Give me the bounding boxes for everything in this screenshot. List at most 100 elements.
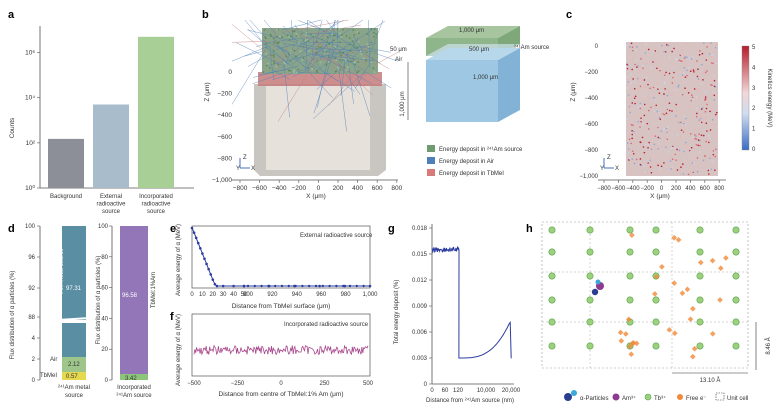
panel-b-source-dot bbox=[316, 71, 319, 73]
panel-c-dot bbox=[681, 93, 684, 96]
schematic-dim-height: 1,000 μm bbox=[400, 91, 406, 116]
panel-d-right-main-value: 96.58 bbox=[122, 293, 138, 299]
panel-c-dot bbox=[713, 79, 716, 82]
panel-b-source-dot bbox=[290, 49, 293, 52]
panel-c-dot bbox=[660, 165, 663, 168]
panel-e-xtick-label: 20 bbox=[209, 292, 216, 298]
panel-b-track bbox=[365, 54, 390, 69]
panel-b-source-dot bbox=[357, 70, 360, 72]
panel-c-dot bbox=[704, 91, 707, 94]
panel-c-dot bbox=[642, 64, 645, 67]
panel-h-tb-atom bbox=[626, 248, 634, 256]
panel-c-dot bbox=[706, 73, 709, 76]
panel-e-point bbox=[294, 284, 297, 288]
panel-b-source-dot bbox=[326, 36, 329, 38]
panel-b-source-dot bbox=[292, 30, 295, 33]
schematic-tbmei-top bbox=[426, 48, 520, 60]
panel-b-yticks: 0 −200 −400 −600 −800 −1,000 bbox=[212, 69, 232, 184]
panel-d-left-xlabel-1: ²⁴¹Am metal bbox=[58, 384, 90, 391]
panel-h-legend: α-Particles Am³⁺ Tb³⁺ Free e⁻ Unit cell bbox=[564, 390, 748, 402]
panel-c-dot bbox=[687, 66, 690, 69]
panel-h-tb-atom bbox=[696, 248, 704, 256]
panel-b-track bbox=[263, 19, 288, 48]
panel-d-left-ytick-label: 88 bbox=[28, 315, 35, 321]
panel-b-source-dot bbox=[340, 33, 343, 36]
legend-swatch-air bbox=[427, 157, 435, 164]
panel-b-track bbox=[292, 67, 315, 77]
panel-c-dot bbox=[700, 108, 703, 110]
panel-e-point bbox=[362, 284, 365, 288]
panel-c-dot bbox=[637, 121, 640, 123]
panel-c-dot bbox=[650, 171, 653, 174]
panel-c-dot bbox=[638, 88, 640, 91]
panel-g-ytick-label: 0.012 bbox=[412, 278, 428, 284]
panel-b-source-dot bbox=[337, 68, 340, 71]
panel-c-dot bbox=[677, 85, 680, 88]
panel-e-point bbox=[253, 284, 256, 288]
panel-c-dot bbox=[631, 130, 633, 132]
panel-e-title: External radioactive source bbox=[300, 233, 373, 239]
panel-h-lattice bbox=[542, 222, 748, 368]
panel-b-source-dot bbox=[366, 43, 369, 46]
panel-c-dot bbox=[635, 103, 638, 106]
panel-c-dot bbox=[634, 102, 636, 105]
panel-c-ytick-label: −200 bbox=[584, 70, 598, 76]
panel-c-dot bbox=[697, 90, 700, 92]
panel-c-dot bbox=[653, 143, 656, 146]
panel-c-dot bbox=[709, 110, 711, 113]
panel-c-dot bbox=[695, 115, 698, 118]
panel-c-dot bbox=[634, 95, 637, 98]
panel-h-tb-atom bbox=[548, 296, 556, 304]
panel-c-dot bbox=[657, 136, 660, 139]
panel-c-dot bbox=[680, 166, 682, 168]
panel-b-source-dot bbox=[366, 33, 369, 36]
legend-unitcell-label: Unit cell bbox=[727, 396, 748, 402]
panel-c-dot bbox=[666, 138, 669, 141]
panel-a-ytick-label: 10⁴ bbox=[25, 95, 35, 102]
panel-c-dot bbox=[708, 136, 711, 139]
panel-b-source-dot bbox=[352, 43, 355, 45]
panel-b-track bbox=[296, 19, 344, 48]
panel-c-dot bbox=[678, 59, 681, 62]
panel-b-source-dot bbox=[273, 60, 276, 63]
panel-f-ylabel: Average energy of α (MeV) bbox=[176, 314, 182, 386]
panel-f-plot bbox=[193, 344, 369, 356]
panel-c-dot bbox=[655, 99, 657, 102]
panel-c-dot bbox=[697, 144, 700, 147]
panel-f-frame bbox=[191, 313, 371, 377]
panel-c-dot bbox=[661, 90, 663, 92]
panel-b-track bbox=[276, 46, 289, 63]
panel-c-dot bbox=[680, 46, 683, 49]
panel-a-ytick-label: 10⁰ bbox=[25, 184, 35, 192]
panel-c-dot bbox=[683, 122, 685, 125]
panel-c-dot bbox=[626, 44, 629, 46]
panel-c-dot bbox=[702, 79, 704, 81]
panel-c-dot bbox=[633, 162, 636, 165]
panel-c-xticks: −800 −600 −400 −200 0 200 400 600 800 bbox=[597, 180, 725, 192]
panel-e-point bbox=[308, 284, 311, 288]
panel-c-dot bbox=[649, 87, 651, 90]
panel-b-source-dot bbox=[339, 32, 342, 35]
panel-c-dot bbox=[710, 168, 713, 171]
panel-c-dot bbox=[639, 122, 642, 124]
panel-c-axis-x: X bbox=[615, 166, 619, 172]
panel-c-dot bbox=[709, 157, 711, 159]
panel-c-dot bbox=[652, 50, 655, 53]
panel-c-dot bbox=[647, 124, 650, 126]
panel-c-dot bbox=[710, 56, 713, 58]
panel-c-dot bbox=[715, 62, 717, 65]
panel-c-dot bbox=[696, 75, 699, 78]
panel-c-dot bbox=[646, 172, 648, 174]
panel-c-dot bbox=[678, 113, 681, 115]
panel-c-dot bbox=[630, 82, 632, 84]
panel-label-e: e bbox=[170, 223, 176, 235]
panel-c-dot bbox=[628, 95, 631, 97]
panel-c-dot bbox=[690, 57, 693, 60]
panel-c-dot bbox=[670, 94, 673, 97]
panel-h-free-electron bbox=[618, 338, 625, 344]
panel-b-source-dot bbox=[365, 59, 368, 62]
panel-h-tb-atom bbox=[696, 272, 704, 280]
panel-b-ylabel: Z (μm) bbox=[204, 82, 211, 101]
panel-c-dot bbox=[667, 150, 670, 153]
panel-c-dot bbox=[666, 108, 669, 111]
